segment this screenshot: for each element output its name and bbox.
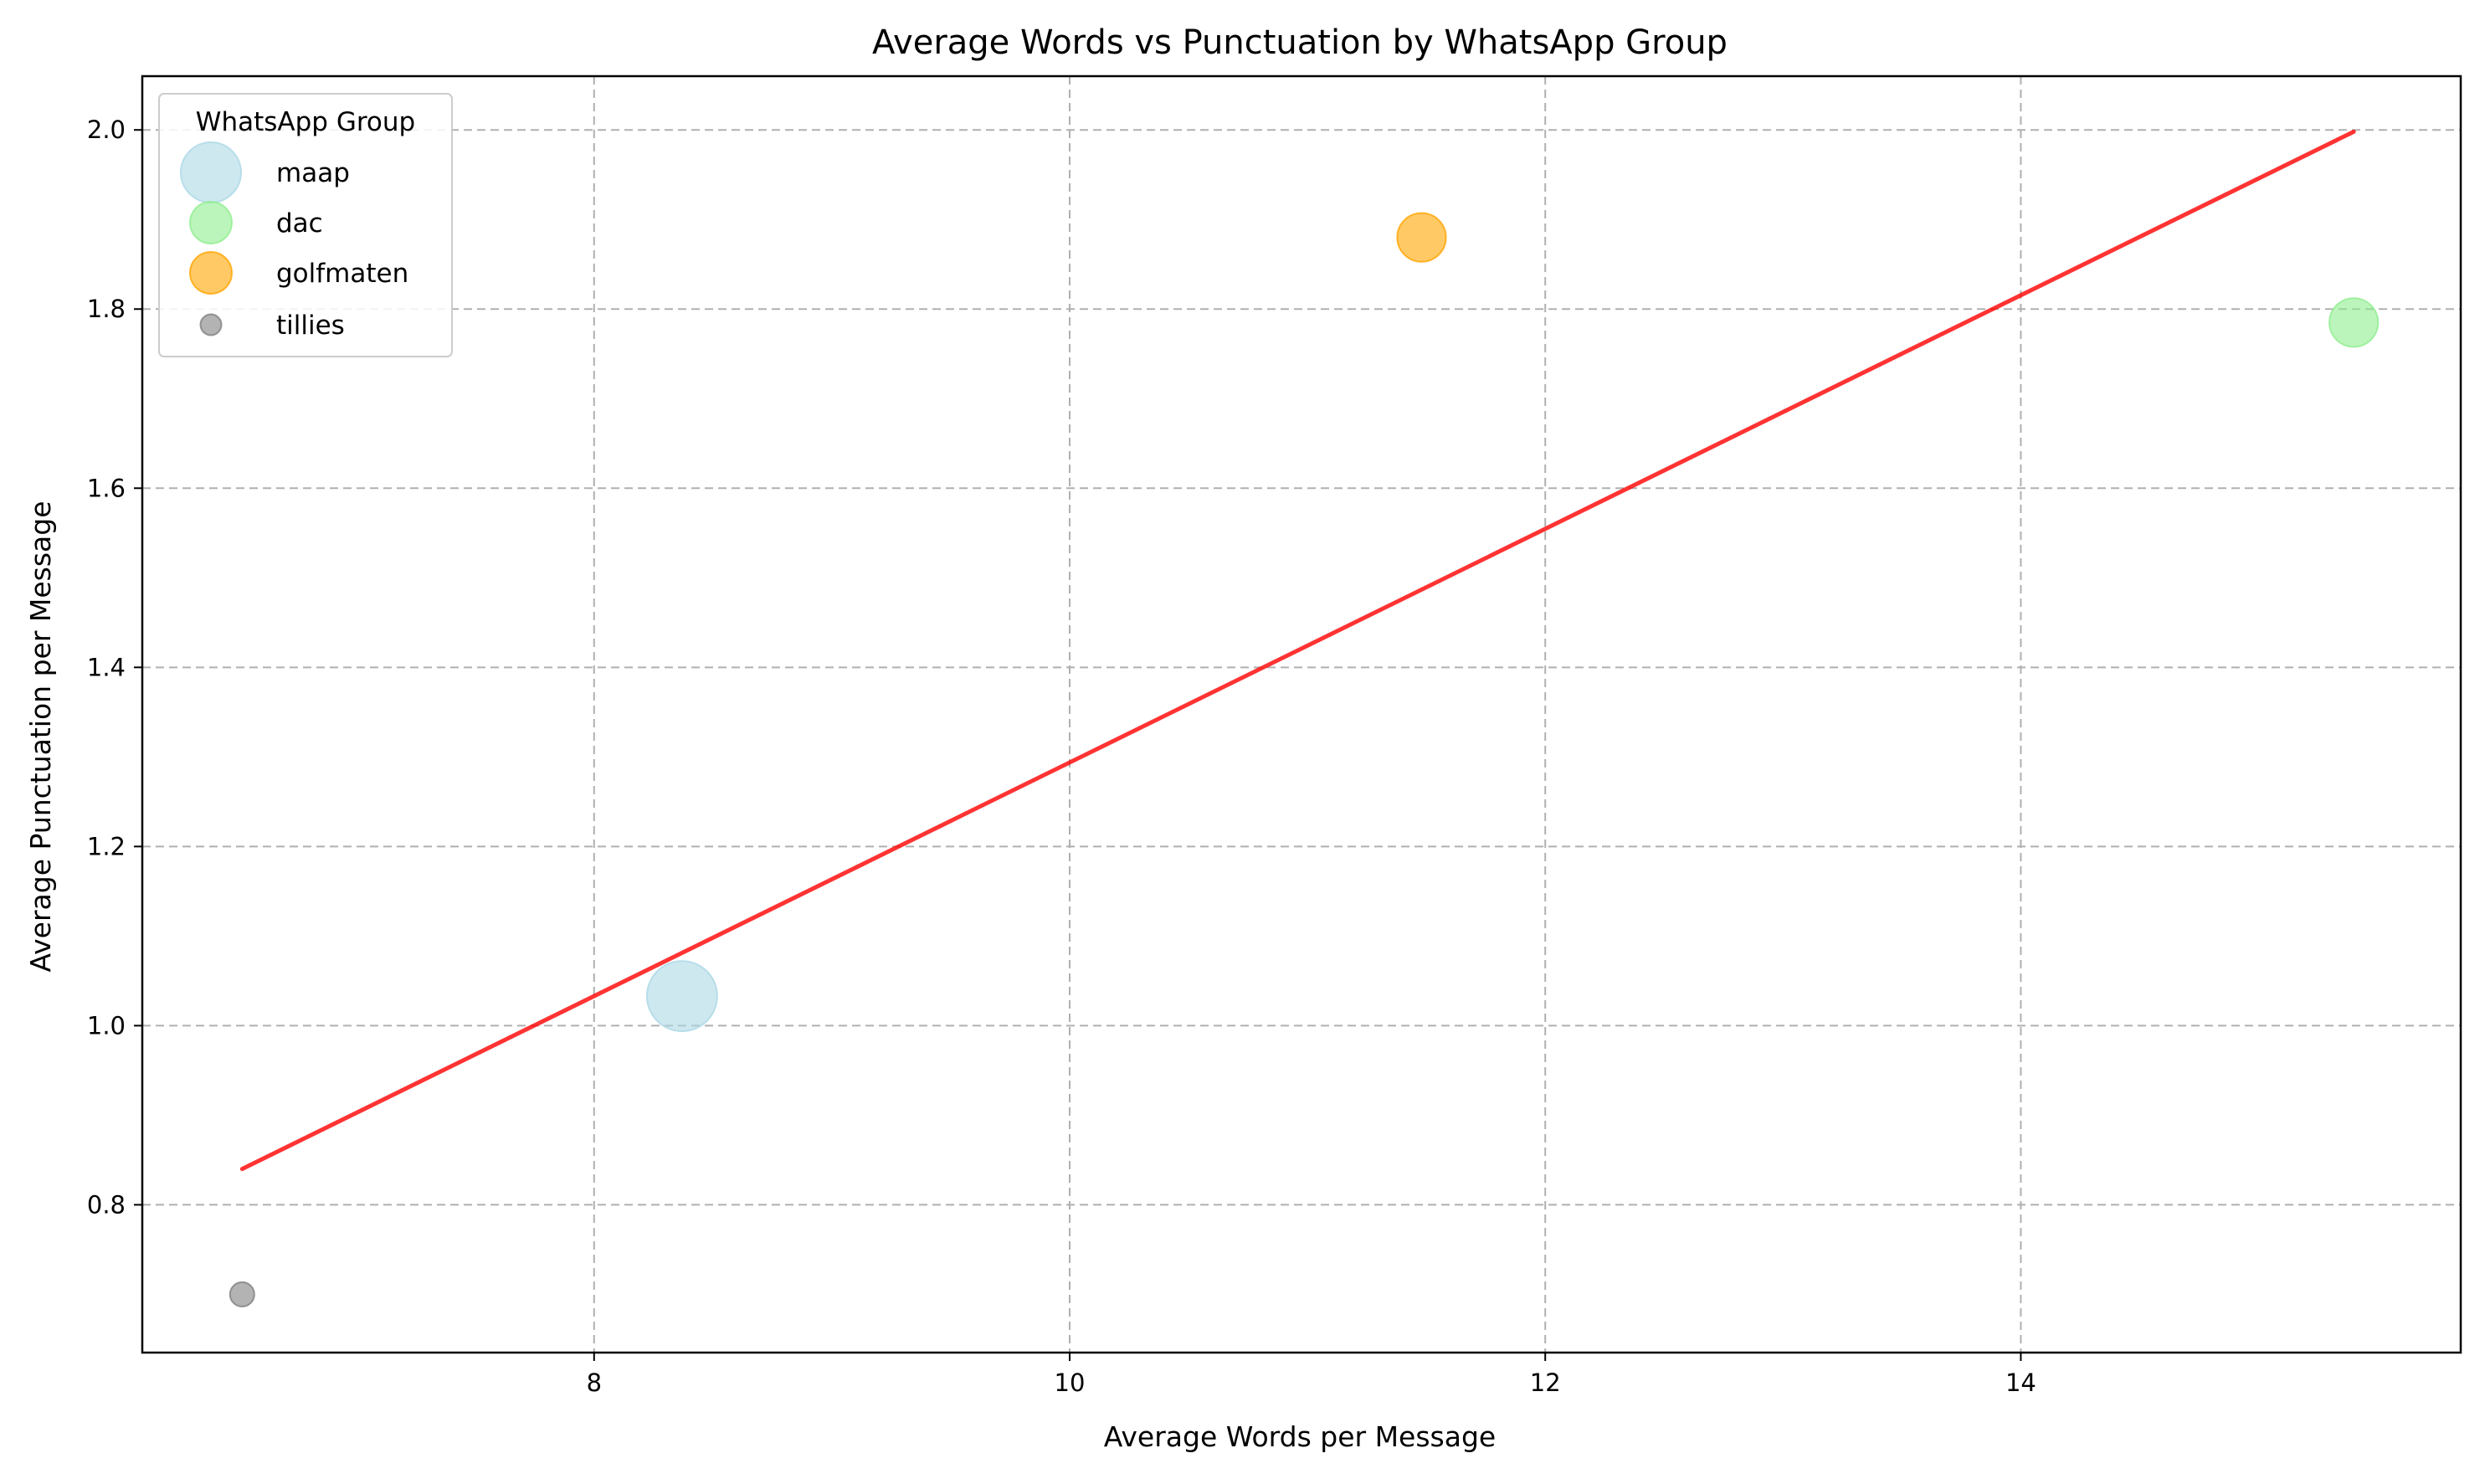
y-tick-label: 0.8 — [87, 1190, 126, 1219]
x-tick-label: 14 — [2005, 1368, 2036, 1397]
trend-line — [239, 129, 2356, 1172]
x-tick-label: 8 — [587, 1368, 602, 1397]
legend-marker-tillies — [199, 313, 223, 336]
grid-layer — [142, 76, 2461, 1353]
x-axis-label: Average Words per Message — [1104, 1420, 1496, 1453]
y-tick-label: 2.0 — [87, 116, 126, 144]
y-axis-label: Average Punctuation per Message — [24, 501, 57, 972]
x-tick-label: 10 — [1055, 1368, 1086, 1397]
legend-items: maap dac golfmaten tillies — [180, 141, 408, 341]
legend-label-dac: dac — [276, 208, 323, 239]
x-tick-label: 12 — [1530, 1368, 1561, 1397]
legend-label-maap: maap — [276, 158, 350, 188]
data-point-golfmaten — [1396, 212, 1447, 263]
y-tick-label: 1.2 — [87, 832, 126, 860]
points-layer — [228, 212, 2380, 1307]
trend-layer — [239, 129, 2356, 1172]
data-point-tillies — [228, 1281, 255, 1307]
legend: WhatsApp Group maap dac golfmaten tillies — [158, 93, 453, 357]
legend-item-tillies: tillies — [199, 311, 345, 341]
data-point-dac — [2328, 297, 2380, 348]
legend-item-dac: dac — [189, 201, 323, 244]
legend-label-golfmaten: golfmaten — [276, 259, 408, 289]
y-tick-label: 1.0 — [87, 1011, 126, 1040]
y-tick-label: 1.4 — [87, 653, 126, 681]
x-axis-ticks: 8 10 12 14 — [587, 1353, 2036, 1397]
legend-item-golfmaten: golfmaten — [189, 251, 408, 295]
data-point-maap — [645, 960, 718, 1033]
legend-title: WhatsApp Group — [196, 107, 415, 137]
plot-frame — [141, 74, 2462, 1354]
legend-marker-dac — [189, 201, 233, 244]
legend-label-tillies: tillies — [276, 311, 345, 341]
legend-marker-maap — [180, 141, 242, 203]
y-axis-ticks: 0.8 1.0 1.2 1.4 1.6 1.8 2.0 — [87, 116, 142, 1219]
y-tick-label: 1.6 — [87, 474, 126, 502]
y-tick-label: 1.8 — [87, 295, 126, 323]
legend-marker-golfmaten — [189, 251, 233, 295]
chart-title: Average Words vs Punctuation by WhatsApp… — [872, 23, 1728, 62]
